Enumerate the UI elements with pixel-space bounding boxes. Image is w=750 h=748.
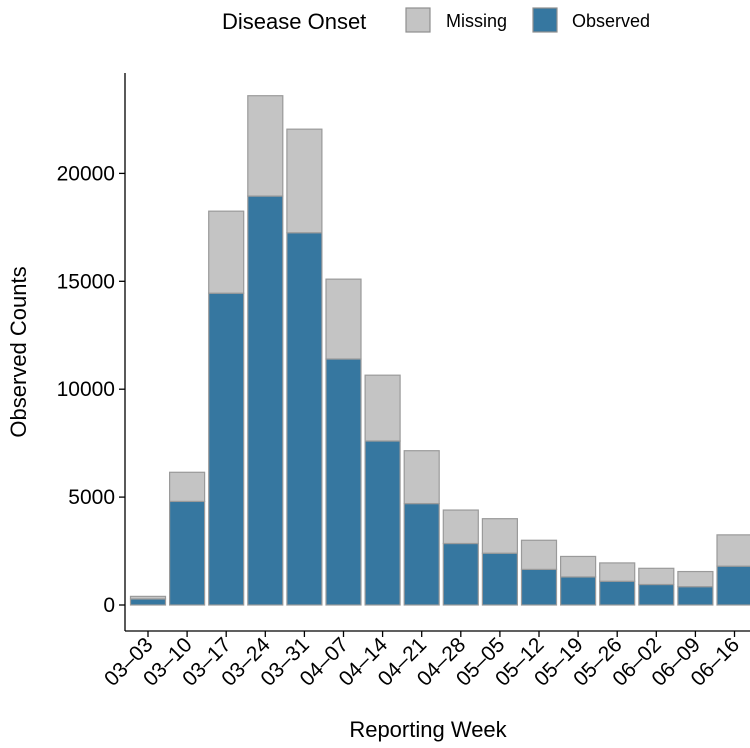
bars-layer: [131, 96, 750, 605]
bar-missing-5: [326, 279, 361, 359]
bar-missing-11: [561, 556, 596, 577]
bar-missing-2: [209, 211, 244, 293]
bar-missing-10: [522, 540, 557, 569]
x-axis-title: Reporting Week: [349, 717, 507, 742]
y-axis-title: Observed Counts: [6, 266, 31, 437]
bar-observed-10: [522, 569, 557, 605]
bar-missing-0: [131, 596, 166, 599]
bar-missing-3: [248, 96, 283, 196]
legend-label-observed: Observed: [572, 11, 650, 31]
x-ticks: 03–0303–1003–1703–2403–3104–0704–1404–21…: [100, 631, 744, 691]
bar-observed-14: [678, 587, 713, 605]
legend-swatch-observed: [533, 8, 557, 32]
bar-missing-6: [365, 375, 400, 441]
bar-observed-0: [131, 599, 166, 605]
bar-observed-6: [365, 441, 400, 605]
bar-missing-7: [404, 451, 439, 504]
bar-missing-15: [717, 535, 750, 566]
bar-observed-2: [209, 293, 244, 605]
bar-observed-7: [404, 504, 439, 605]
y-tick-label-5000: 5000: [68, 486, 115, 509]
bar-observed-9: [482, 553, 517, 605]
legend-swatch-missing: [406, 8, 430, 32]
bar-observed-3: [248, 196, 283, 605]
legend: Disease Onset Missing Observed: [222, 8, 650, 34]
bar-missing-9: [482, 519, 517, 554]
bar-missing-4: [287, 129, 322, 233]
legend-title: Disease Onset: [222, 9, 366, 34]
bar-observed-12: [600, 581, 635, 605]
y-tick-label-10000: 10000: [57, 378, 115, 401]
bar-observed-8: [443, 543, 478, 605]
bar-missing-1: [170, 472, 205, 501]
bar-missing-14: [678, 572, 713, 587]
y-tick-label-15000: 15000: [57, 270, 115, 293]
y-ticks: 0 5000 10000 15000 20000: [57, 162, 125, 617]
bar-observed-1: [170, 501, 205, 605]
bar-missing-13: [639, 568, 674, 584]
y-tick-label-0: 0: [103, 594, 115, 617]
bar-observed-13: [639, 584, 674, 605]
bar-missing-8: [443, 510, 478, 543]
legend-label-missing: Missing: [446, 11, 507, 31]
bar-observed-15: [717, 566, 750, 605]
bar-observed-4: [287, 233, 322, 605]
y-tick-label-20000: 20000: [57, 162, 115, 185]
bar-observed-11: [561, 577, 596, 605]
bar-observed-5: [326, 359, 361, 605]
bar-missing-12: [600, 563, 635, 581]
